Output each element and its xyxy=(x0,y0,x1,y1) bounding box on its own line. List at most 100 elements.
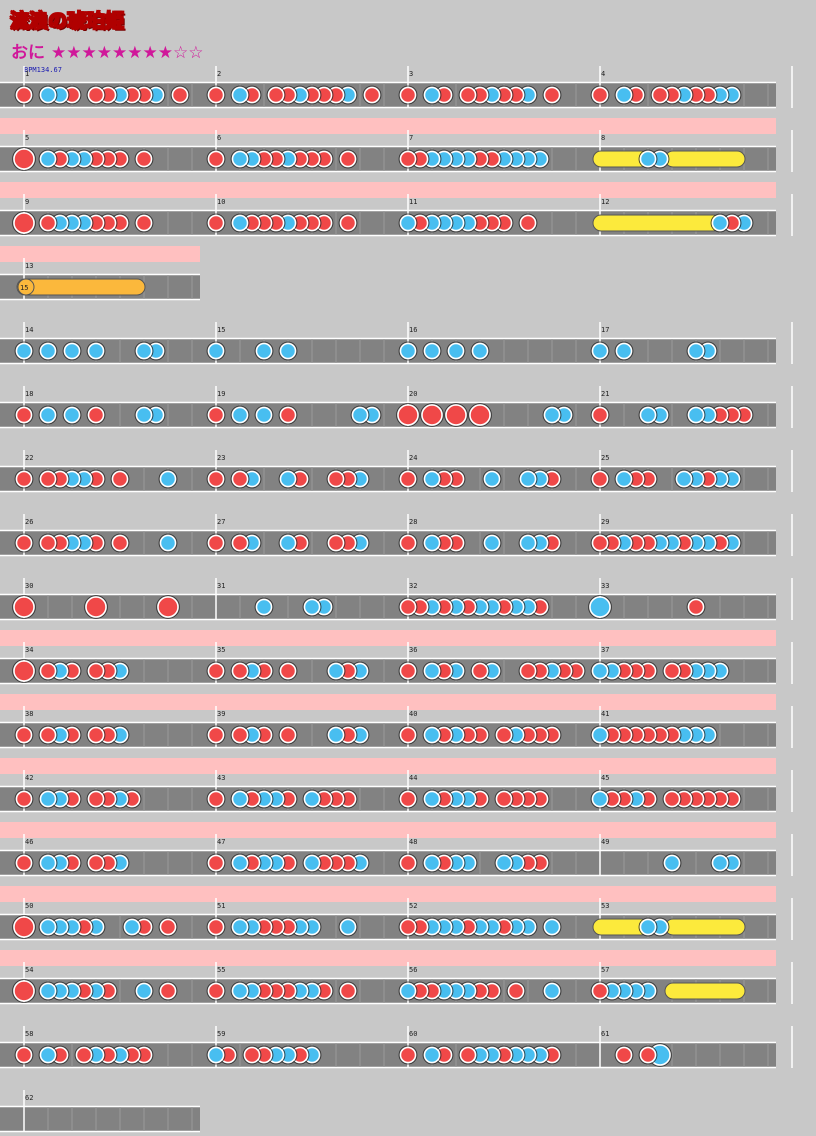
don-note xyxy=(207,726,225,744)
note-outline xyxy=(230,533,250,553)
note-outline xyxy=(396,403,420,427)
star-filled-icon: ★ xyxy=(127,43,143,63)
measure-number: 48 xyxy=(409,838,417,846)
note-outline xyxy=(338,917,358,937)
don-note xyxy=(39,470,57,488)
drumroll xyxy=(664,918,746,936)
ka-note xyxy=(327,662,345,680)
note-outline xyxy=(302,789,322,809)
measure-number: 42 xyxy=(25,774,33,782)
note-lane xyxy=(0,594,776,620)
note-outline xyxy=(86,341,106,361)
measure-number: 41 xyxy=(601,710,609,718)
chart-row: 54 55 56 57 xyxy=(0,950,793,1005)
ka-note xyxy=(483,470,501,488)
note-outline xyxy=(326,469,346,489)
note-lane xyxy=(0,1106,200,1132)
don-note xyxy=(15,726,33,744)
star-rating: ★★★★★★★★☆☆ xyxy=(51,43,204,63)
ka-note xyxy=(591,342,609,360)
ka-note xyxy=(543,406,561,424)
don-note xyxy=(339,982,357,1000)
measure-number: 3 xyxy=(409,70,413,78)
measure-number: 40 xyxy=(409,710,417,718)
note-outline xyxy=(590,981,610,1001)
don-note xyxy=(87,86,105,104)
note-outline xyxy=(398,917,418,937)
chart-row: 42 43 44 45 xyxy=(0,758,793,813)
note-outline xyxy=(134,149,154,169)
star-filled-icon: ★ xyxy=(51,43,67,63)
ka-note xyxy=(231,214,249,232)
balloon-head xyxy=(17,278,35,296)
note-lane xyxy=(0,338,776,364)
big-don-note xyxy=(445,404,467,426)
don-note xyxy=(207,406,225,424)
note-outline xyxy=(422,469,442,489)
note-outline xyxy=(662,789,682,809)
measure-number: 27 xyxy=(217,518,225,526)
don-note xyxy=(519,662,537,680)
big-don-note xyxy=(13,660,35,682)
note-outline xyxy=(458,1045,478,1065)
ka-note xyxy=(543,982,561,1000)
don-note xyxy=(87,662,105,680)
don-note xyxy=(231,726,249,744)
note-outline xyxy=(14,341,34,361)
gogo-band xyxy=(0,694,776,710)
measure-number: 60 xyxy=(409,1030,417,1038)
measure-number: 19 xyxy=(217,390,225,398)
note-outline xyxy=(470,661,490,681)
measure-number: 13 xyxy=(25,262,33,270)
note-outline xyxy=(206,149,226,169)
note-outline xyxy=(506,981,526,1001)
ka-note xyxy=(39,406,57,424)
don-note xyxy=(207,534,225,552)
note-outline xyxy=(38,149,58,169)
note-outline xyxy=(542,405,562,425)
measure-number: 33 xyxy=(601,582,609,590)
note-outline xyxy=(206,213,226,233)
don-note xyxy=(327,534,345,552)
note-outline xyxy=(398,1045,418,1065)
bpm-label: BPM134.67 xyxy=(24,66,62,74)
star-filled-icon: ★ xyxy=(157,43,173,63)
note-outline xyxy=(614,341,634,361)
note-outline xyxy=(518,661,538,681)
measure-number: 35 xyxy=(217,646,225,654)
note-outline xyxy=(206,981,226,1001)
don-note xyxy=(15,470,33,488)
note-outline xyxy=(446,341,466,361)
ka-note xyxy=(303,790,321,808)
don-note xyxy=(471,662,489,680)
chart-row: 14 15 16 17 xyxy=(0,322,793,365)
star-empty-icon: ☆ xyxy=(188,43,204,63)
don-note xyxy=(591,86,609,104)
don-note xyxy=(459,86,477,104)
don-note xyxy=(279,726,297,744)
don-note xyxy=(111,534,129,552)
ka-note xyxy=(519,534,537,552)
big-don-note xyxy=(421,404,443,426)
ka-note xyxy=(231,790,249,808)
note-outline xyxy=(662,853,682,873)
note-outline xyxy=(110,469,130,489)
measure-number: 4 xyxy=(601,70,605,78)
note-outline xyxy=(38,981,58,1001)
chart-row: 18 19 20 21 xyxy=(0,386,793,429)
note-outline xyxy=(338,149,358,169)
ka-note xyxy=(231,150,249,168)
note-outline xyxy=(614,469,634,489)
don-note xyxy=(519,214,537,232)
note-outline xyxy=(206,1045,226,1065)
difficulty-rating: おに ★★★★★★★★☆☆ xyxy=(11,38,204,63)
don-note xyxy=(39,534,57,552)
note-outline xyxy=(170,85,190,105)
note-outline xyxy=(542,981,562,1001)
gogo-band xyxy=(0,950,776,966)
ka-note xyxy=(123,918,141,936)
ka-note xyxy=(255,342,273,360)
ka-note xyxy=(351,406,369,424)
note-outline xyxy=(38,85,58,105)
measure-number: 7 xyxy=(409,134,413,142)
